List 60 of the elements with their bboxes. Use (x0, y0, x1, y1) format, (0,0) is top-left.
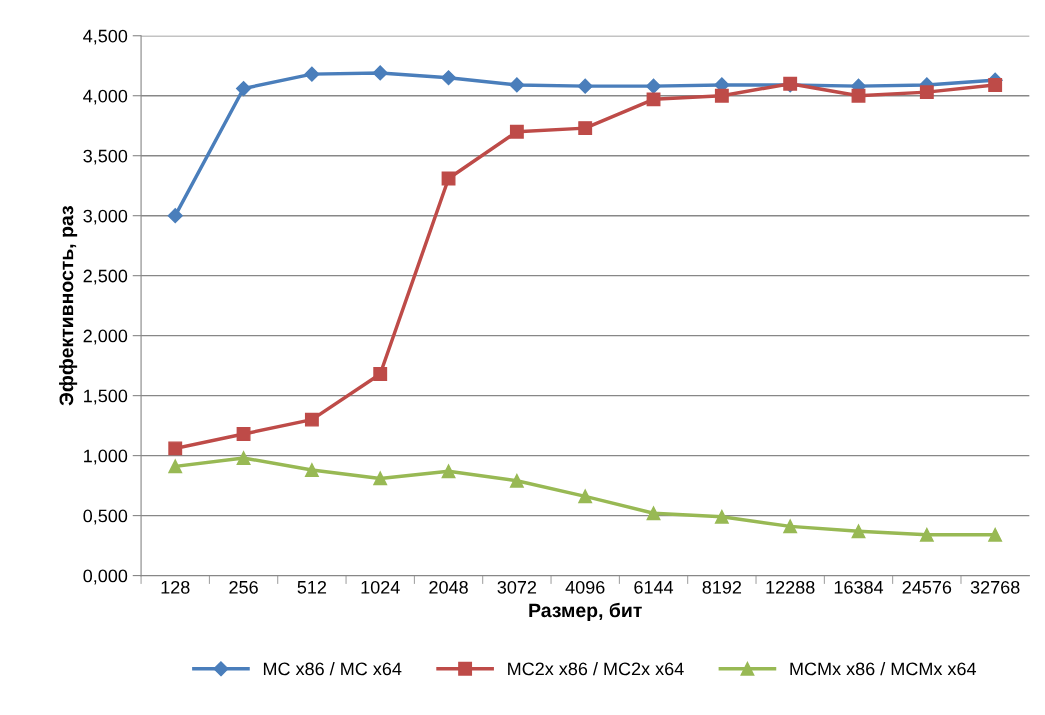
x-tick-label: 32768 (970, 580, 1020, 594)
x-tick-label: 256 (229, 580, 258, 594)
point (714, 88, 729, 103)
x-tick-label: 6144 (634, 580, 674, 594)
point (441, 464, 456, 479)
point (988, 527, 1003, 542)
legend-label: MC2x x86 / MC2x x64 (508, 662, 684, 676)
point (167, 208, 183, 224)
point (304, 66, 320, 82)
y-tick-label: 2,500 (83, 269, 128, 285)
x-tick-label: 128 (161, 580, 190, 594)
y-tick-label: 0,000 (83, 569, 128, 585)
y-tick-label: 1,500 (84, 389, 128, 405)
y-tick-label: 3,000 (83, 209, 128, 225)
point (646, 92, 661, 107)
point (578, 121, 593, 136)
x-axis-title: Размер, бит (529, 602, 642, 622)
y-tick-label: 3,500 (83, 149, 128, 165)
point (236, 451, 251, 465)
point (372, 65, 388, 81)
legend-label: MC x86 / MC x64 (263, 662, 402, 676)
point (236, 427, 251, 441)
y-tick-label: 1,000 (84, 449, 128, 465)
point (509, 473, 524, 488)
point (235, 80, 252, 97)
x-tick-label: 1024 (361, 580, 400, 594)
point (168, 441, 183, 456)
point (988, 77, 1003, 92)
point (919, 85, 934, 100)
point (714, 509, 729, 524)
point (783, 519, 798, 534)
x-tick-label: 3072 (497, 580, 537, 594)
y-tick-label: 2,000 (83, 329, 128, 345)
point (509, 77, 525, 93)
point (373, 367, 388, 381)
point (645, 78, 662, 94)
x-tick-label: 4096 (565, 580, 605, 594)
point (919, 527, 934, 542)
y-axis-title: Эффективность, раз (59, 206, 78, 406)
y-tick-label: 4,000 (83, 89, 128, 105)
point (646, 506, 661, 521)
y-tick-label: 4,500 (83, 29, 128, 45)
point (509, 124, 524, 139)
y-tick-label: 0,500 (83, 509, 128, 525)
point (577, 78, 593, 94)
x-tick-label: 16384 (834, 580, 884, 594)
x-tick-label: 512 (297, 580, 327, 594)
point (304, 412, 319, 427)
point (373, 471, 388, 486)
x-tick-label: 24576 (902, 580, 952, 594)
x-tick-label: 8192 (702, 580, 742, 594)
point (304, 463, 319, 477)
x-tick-label: 12288 (766, 580, 815, 594)
point (851, 88, 866, 103)
legend-label: MCMx x86 / MCMx x64 (790, 662, 977, 676)
point (578, 489, 593, 504)
x-tick-label: 2048 (429, 580, 468, 594)
point (851, 524, 866, 539)
point (440, 70, 457, 86)
point (168, 459, 183, 474)
